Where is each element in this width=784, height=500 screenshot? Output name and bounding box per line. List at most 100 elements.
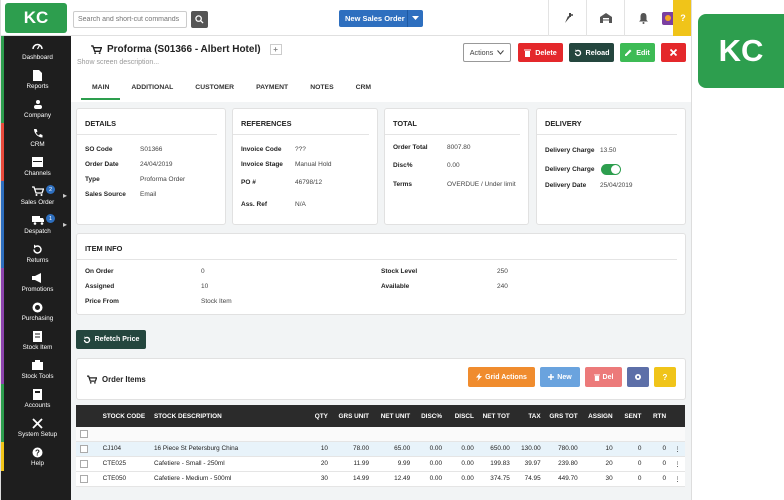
new-item-button[interactable]: New bbox=[540, 367, 580, 387]
column-header[interactable]: QTY bbox=[295, 405, 332, 427]
warehouse-icon[interactable] bbox=[586, 0, 624, 36]
filter-cell[interactable] bbox=[477, 427, 514, 442]
sidebar-item-stock-item[interactable]: Stock Item bbox=[1, 326, 71, 355]
table-cell[interactable]: 65.00 bbox=[373, 441, 415, 457]
row-checkbox-cell[interactable] bbox=[76, 471, 99, 487]
search-button[interactable] bbox=[191, 11, 208, 28]
settings-button[interactable] bbox=[627, 367, 649, 387]
user-avatar-icon[interactable] bbox=[649, 0, 687, 36]
filter-cell[interactable] bbox=[544, 427, 582, 442]
filter-cell[interactable] bbox=[616, 427, 646, 442]
column-header[interactable]: TAX bbox=[513, 405, 545, 427]
tab-payment[interactable]: PAYMENT bbox=[256, 83, 289, 91]
table-cell[interactable]: 0 bbox=[645, 441, 671, 457]
filter-cell[interactable] bbox=[331, 427, 374, 442]
table-cell[interactable]: 20 bbox=[295, 456, 332, 472]
sidebar-item-accounts[interactable]: Accounts bbox=[1, 384, 71, 413]
table-cell[interactable]: 449.70 bbox=[544, 471, 582, 487]
search-input[interactable] bbox=[73, 11, 187, 28]
table-cell[interactable]: 0.00 bbox=[414, 456, 447, 472]
filter-cell[interactable] bbox=[98, 427, 150, 442]
row-checkbox[interactable] bbox=[80, 459, 88, 468]
table-cell[interactable]: 0 bbox=[616, 456, 646, 472]
sidebar-item-reports[interactable]: Reports bbox=[1, 65, 71, 94]
notification-pin-icon[interactable] bbox=[548, 0, 586, 36]
table-cell[interactable]: 9.99 bbox=[373, 456, 415, 472]
row-menu-icon[interactable]: ⋮ bbox=[670, 456, 685, 472]
sidebar-item-company[interactable]: Company bbox=[1, 94, 71, 123]
table-cell[interactable]: Cafetiere - Small - 250ml bbox=[150, 456, 296, 472]
column-header[interactable]: GRS UNIT bbox=[331, 405, 374, 427]
row-checkbox-cell[interactable] bbox=[76, 441, 99, 457]
table-cell[interactable]: 74.95 bbox=[513, 471, 545, 487]
table-row[interactable]: CTE025 Cafetiere - Small - 250ml 20 11.9… bbox=[76, 456, 685, 472]
tab-customer[interactable]: CUSTOMER bbox=[195, 83, 235, 91]
column-header[interactable] bbox=[76, 405, 99, 427]
tab-additional[interactable]: ADDITIONAL bbox=[131, 83, 174, 91]
table-cell[interactable]: 0.00 bbox=[414, 441, 447, 457]
refetch-price-button[interactable]: Refetch Price bbox=[76, 330, 146, 349]
table-cell[interactable]: 0 bbox=[645, 456, 671, 472]
table-cell[interactable]: 0.00 bbox=[414, 471, 447, 487]
table-cell[interactable]: 78.00 bbox=[331, 441, 374, 457]
row-checkbox[interactable] bbox=[80, 474, 88, 483]
filter-cell[interactable] bbox=[446, 427, 478, 442]
table-cell[interactable]: 374.75 bbox=[477, 471, 514, 487]
delivery-charge-toggle[interactable] bbox=[601, 164, 621, 175]
filter-cell[interactable] bbox=[76, 427, 99, 442]
row-menu-icon[interactable]: ⋮ bbox=[670, 441, 685, 457]
filter-cell[interactable] bbox=[414, 427, 447, 442]
grid-actions-button[interactable]: Grid Actions bbox=[468, 367, 535, 387]
table-cell[interactable]: 780.00 bbox=[544, 441, 582, 457]
table-cell[interactable]: CTE050 bbox=[98, 471, 150, 487]
bell-icon[interactable] bbox=[624, 0, 662, 36]
table-cell[interactable]: Cafetiere - Medium - 500ml bbox=[150, 471, 296, 487]
table-cell[interactable]: 0 bbox=[616, 471, 646, 487]
table-row[interactable]: CJ104 16 Piece St Petersburg China 10 78… bbox=[76, 441, 685, 457]
column-header[interactable]: ASSIGN bbox=[581, 405, 617, 427]
sidebar-item-crm[interactable]: CRM bbox=[1, 123, 71, 152]
sidebar-item-sales-order[interactable]: 2 Sales Order ▸ bbox=[1, 181, 71, 210]
table-cell[interactable]: 20 bbox=[581, 456, 617, 472]
actions-dropdown[interactable]: Actions bbox=[463, 43, 511, 62]
table-cell[interactable]: 30 bbox=[581, 471, 617, 487]
table-cell[interactable]: 30 bbox=[295, 471, 332, 487]
tab-crm[interactable]: CRM bbox=[355, 83, 372, 91]
table-cell[interactable]: 39.97 bbox=[513, 456, 545, 472]
delete-button[interactable]: Delete bbox=[518, 43, 563, 62]
delete-item-button[interactable]: Del bbox=[585, 367, 622, 387]
kc-logo[interactable]: KC bbox=[5, 3, 67, 33]
sidebar-item-promotions[interactable]: Promotions bbox=[1, 268, 71, 297]
sidebar-item-despatch[interactable]: 1 Despatch ▸ bbox=[1, 210, 71, 239]
filter-cell[interactable] bbox=[373, 427, 415, 442]
table-cell[interactable]: 10 bbox=[581, 441, 617, 457]
column-header[interactable]: NET UNIT bbox=[373, 405, 415, 427]
table-cell[interactable]: 650.00 bbox=[477, 441, 514, 457]
column-header[interactable]: GRS TOT bbox=[544, 405, 582, 427]
table-cell[interactable]: 16 Piece St Petersburg China bbox=[150, 441, 296, 457]
table-cell[interactable]: 130.00 bbox=[513, 441, 545, 457]
sidebar-item-purchasing[interactable]: Purchasing bbox=[1, 297, 71, 326]
chevron-down-icon[interactable] bbox=[407, 10, 423, 27]
edit-button[interactable]: Edit bbox=[620, 43, 655, 62]
column-header[interactable]: STOCK CODE bbox=[98, 405, 150, 427]
sidebar-item-help[interactable]: ? Help bbox=[1, 442, 71, 471]
sidebar-item-returns[interactable]: Returns bbox=[1, 239, 71, 268]
row-checkbox[interactable] bbox=[80, 444, 88, 453]
add-button[interactable]: + bbox=[269, 44, 282, 55]
filter-cell[interactable] bbox=[150, 427, 296, 442]
reload-button[interactable]: Reload bbox=[569, 43, 614, 62]
table-cell[interactable]: 12.49 bbox=[373, 471, 415, 487]
row-menu-icon[interactable]: ⋮ bbox=[670, 471, 685, 487]
table-cell[interactable]: CJ104 bbox=[98, 441, 150, 457]
filter-cell[interactable] bbox=[645, 427, 671, 442]
sidebar-item-channels[interactable]: Channels bbox=[1, 152, 71, 181]
tab-notes[interactable]: NOTES bbox=[310, 83, 334, 91]
help-button[interactable]: ? bbox=[673, 0, 691, 36]
column-header[interactable]: NET TOT bbox=[477, 405, 514, 427]
grid-help-button[interactable]: ? bbox=[654, 367, 676, 387]
table-cell[interactable]: 0.00 bbox=[446, 471, 478, 487]
column-header[interactable]: SENT bbox=[616, 405, 646, 427]
screen-description-link[interactable]: Show screen description... bbox=[77, 59, 160, 66]
table-cell[interactable]: 0.00 bbox=[446, 441, 478, 457]
